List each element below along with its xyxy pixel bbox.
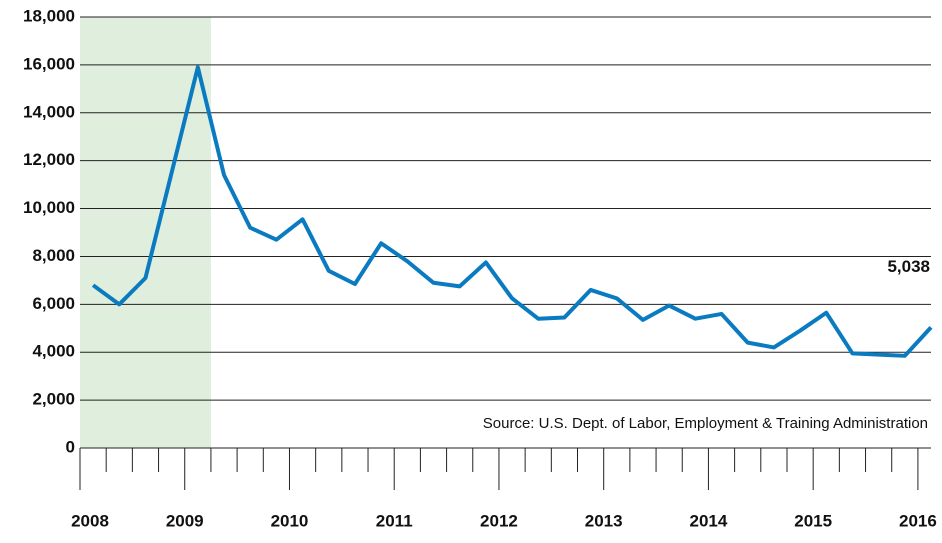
recession-shade xyxy=(80,17,211,448)
y-tick-label: 12,000 xyxy=(23,150,75,169)
x-tick-label: 2010 xyxy=(271,511,309,530)
y-tick-label: 6,000 xyxy=(32,294,75,313)
annotation: 5,038 xyxy=(887,257,930,276)
y-tick-label: 8,000 xyxy=(32,246,75,265)
x-tick-label: 2011 xyxy=(376,511,413,530)
x-tick-label: 2014 xyxy=(690,511,728,530)
x-tick-label: 2012 xyxy=(480,511,518,530)
y-tick-label: 10,000 xyxy=(23,198,75,217)
source-note: Source: U.S. Dept. of Labor, Employment … xyxy=(483,415,928,432)
y-tick-label: 14,000 xyxy=(23,102,75,121)
x-tick-label: 2013 xyxy=(585,511,623,530)
x-tick-label: 2015 xyxy=(794,511,832,530)
y-tick-label: 18,000 xyxy=(23,6,75,25)
y-tick-label: 0 xyxy=(66,437,75,456)
y-tick-label: 2,000 xyxy=(32,390,75,409)
x-tick-label: 2009 xyxy=(166,511,204,530)
x-tick-label: 2008 xyxy=(71,511,109,530)
x-tick-label: 2016 xyxy=(899,511,937,530)
data-line xyxy=(91,65,933,358)
y-tick-label: 16,000 xyxy=(23,54,75,73)
y-tick-label: 4,000 xyxy=(32,342,75,361)
